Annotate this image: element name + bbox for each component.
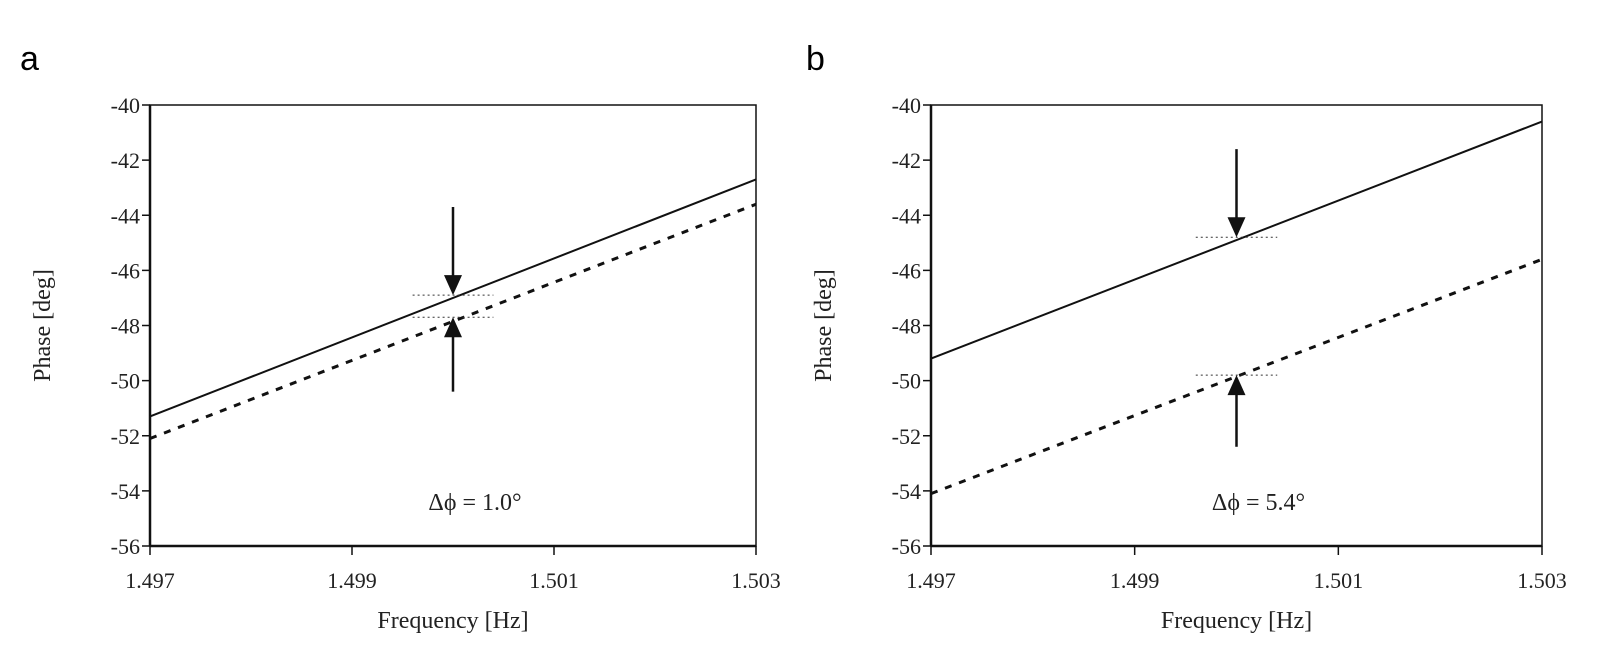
phase-difference-annotation: Δϕ = 5.4° — [1212, 490, 1305, 516]
x-tick-label: 1.501 — [529, 568, 579, 593]
down-arrow-head-icon — [444, 275, 462, 296]
series-line-solid — [149, 178, 757, 418]
down-arrow-head-icon — [1227, 217, 1246, 238]
series-line-dashed — [149, 202, 757, 440]
y-tick-label: -54 — [892, 479, 921, 504]
phase-difference-annotation: Δϕ = 1.0° — [428, 490, 521, 516]
x-tick-label: 1.501 — [1314, 568, 1364, 593]
y-tick-label: -44 — [111, 203, 140, 228]
x-tick-label: 1.499 — [327, 568, 377, 593]
x-axis-title: Frequency [Hz] — [377, 608, 528, 634]
x-axis-title: Frequency [Hz] — [1161, 608, 1312, 634]
y-tick-label: -52 — [892, 424, 921, 449]
y-tick-label: -48 — [111, 314, 140, 339]
y-tick-label: -42 — [111, 148, 140, 173]
x-tick-label: 1.497 — [906, 568, 956, 593]
up-arrow-head-icon — [444, 317, 462, 338]
y-axis-title: Phase [deg] — [811, 269, 837, 382]
y-tick-label: -56 — [892, 534, 921, 559]
y-tick-label: -52 — [111, 424, 140, 449]
y-tick-label: -40 — [892, 93, 921, 118]
x-tick-label: 1.503 — [731, 568, 781, 593]
up-arrow-head-icon — [1227, 375, 1246, 396]
panel-label: a — [20, 40, 39, 78]
y-axis-title: Phase [deg] — [30, 269, 56, 382]
y-tick-label: -46 — [111, 258, 140, 283]
panel-a: a -40 -42 -44 -46 -48 -50 -52 -54 -56 1.497 1.499 1.… — [20, 40, 781, 634]
y-tick-label: -40 — [111, 93, 140, 118]
x-tick-label: 1.499 — [1110, 568, 1160, 593]
series-line-dashed — [930, 257, 1543, 496]
y-tick-label: -46 — [892, 258, 921, 283]
y-tick-label: -48 — [892, 314, 921, 339]
x-tick-label: 1.497 — [125, 568, 175, 593]
x-tick-label: 1.503 — [1517, 568, 1567, 593]
y-tick-label: -50 — [892, 369, 921, 394]
panel-b: b -40 -42 -44 -46 -48 -50 -52 -54 -56 1.497 1.499 1.… — [806, 40, 1567, 634]
series-line-solid — [930, 120, 1543, 360]
y-tick-label: -50 — [111, 369, 140, 394]
y-tick-label: -44 — [892, 203, 921, 228]
y-tick-label: -56 — [111, 534, 140, 559]
y-tick-label: -54 — [111, 479, 140, 504]
panel-label: b — [806, 40, 825, 78]
y-tick-label: -42 — [892, 148, 921, 173]
